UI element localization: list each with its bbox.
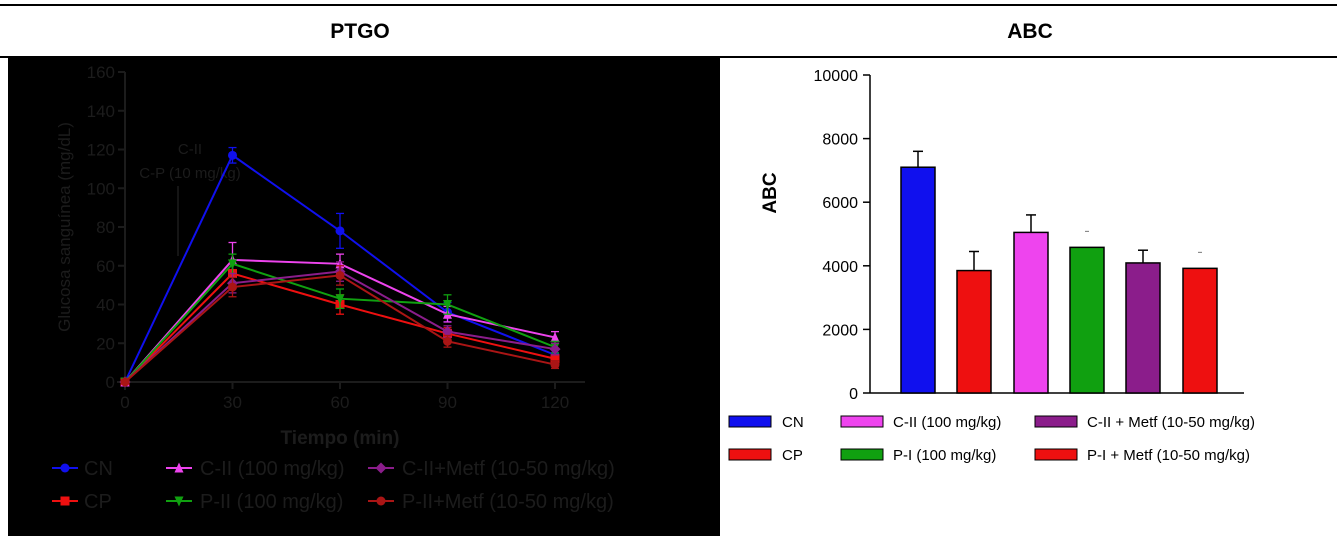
- x-tick-label: 0: [120, 393, 129, 412]
- x-tick-label: 120: [541, 393, 569, 412]
- legend-item-cn: CN: [728, 414, 804, 431]
- y-tick-label: 80: [96, 218, 115, 237]
- y-tick-label: 8000: [822, 132, 858, 149]
- ptgo-line-chart: 0 20 40 60 80 100 120 140 160 0 30 60 90 120 Tiempo (m…: [52, 63, 615, 513]
- legend-label: CP: [84, 491, 112, 513]
- legend-label: CP: [782, 447, 803, 464]
- legend-item-cp: CP: [52, 491, 112, 513]
- data-point-p-ii-metf-10-50-mg-kg: [550, 360, 560, 370]
- header-rule: [0, 56, 1337, 58]
- legend-item-p-i-metf-10-50-mg-kg: P-I + Metf (10-50 mg/kg): [1034, 447, 1250, 464]
- legend-swatch-marker: [60, 496, 70, 506]
- x-axis-title: Tiempo (min): [281, 428, 400, 449]
- legend-item-p-ii-100-mg-kg: P-II (100 mg/kg): [166, 491, 343, 513]
- annotation-line-1: C-II: [178, 141, 202, 158]
- legend-label: CN: [84, 458, 113, 480]
- y-tick-label: 6000: [822, 195, 858, 212]
- y-tick-label: 60: [96, 257, 115, 276]
- legend-label: P-II+Metf (10-50 mg/kg): [402, 491, 614, 513]
- left-header: PTGO: [330, 20, 390, 43]
- x-tick-label: 30: [223, 393, 242, 412]
- legend-label: P-I + Metf (10-50 mg/kg): [1087, 447, 1250, 464]
- legend-label: C-II + Metf (10-50 mg/kg): [1087, 414, 1255, 431]
- data-point-cn: [335, 226, 345, 236]
- legend-swatch: [1034, 415, 1078, 428]
- data-point-p-ii-metf-10-50-mg-kg: [120, 377, 130, 387]
- legend-item-c-ii-100-mg-kg: C-II (100 mg/kg): [840, 414, 1001, 431]
- data-point-cp: [550, 354, 560, 364]
- legend-swatch-marker: [60, 463, 70, 473]
- x-tick-label: 60: [331, 393, 350, 412]
- legend-swatch-marker: [375, 462, 387, 474]
- legend-swatch-marker: [174, 496, 184, 507]
- bar-cn: [900, 166, 936, 394]
- legend-item-c-ii-metf-10-50-mg-kg: C-II+Metf (10-50 mg/kg): [368, 458, 615, 480]
- y-tick-label: 100: [87, 179, 115, 198]
- y-tick-label: 160: [87, 63, 115, 82]
- y-tick-label: 2000: [822, 322, 858, 339]
- data-point-p-ii-metf-10-50-mg-kg: [443, 336, 452, 346]
- data-point-cn: [228, 150, 237, 160]
- legend-item-cn: CN: [52, 458, 113, 480]
- y-axis-title: Glucosa sanguínea (mg/dL): [55, 122, 74, 332]
- top-rule: [0, 4, 1337, 6]
- legend-item-c-ii-metf-10-50-mg-kg: C-II + Metf (10-50 mg/kg): [1034, 414, 1255, 431]
- legend-swatch: [840, 448, 884, 461]
- legend-label: C-II (100 mg/kg): [200, 458, 344, 480]
- legend-swatch: [728, 448, 772, 461]
- x-tick-label: 90: [438, 393, 457, 412]
- series-p-ii-metf-10-50-mg-kg: [120, 265, 560, 387]
- y-axis-title: ABC: [760, 172, 781, 213]
- legend-label: P-I (100 mg/kg): [893, 447, 996, 464]
- y-tick-label: 120: [87, 141, 115, 160]
- legend-swatch: [1034, 448, 1078, 461]
- bar-cp: [956, 269, 992, 394]
- y-tick-label: 40: [96, 296, 115, 315]
- right-header: ABC: [1007, 20, 1053, 43]
- bar-p-i-metf-10-50-mg-kg: [1182, 267, 1218, 394]
- legend-swatch-marker: [376, 496, 386, 506]
- y-tick-label: 20: [96, 334, 115, 353]
- y-tick-label: 140: [87, 102, 115, 121]
- legend-label: P-II (100 mg/kg): [200, 491, 343, 513]
- y-tick-label: 10000: [814, 68, 859, 85]
- data-point-c-ii-100-mg-kg: [550, 331, 560, 342]
- legend-label: C-II (100 mg/kg): [893, 414, 1001, 431]
- abc-chart-panel: 0 2000 4000 6000 8000 10000 ABC CN CP C-II (100 m…: [724, 58, 1337, 536]
- data-point-p-ii-100-mg-kg: [335, 294, 345, 305]
- data-point-p-ii-100-mg-kg: [443, 300, 452, 310]
- data-point-p-ii-metf-10-50-mg-kg: [228, 282, 237, 292]
- legend-item-cp: CP: [728, 447, 803, 464]
- data-point-p-ii-100-mg-kg: [228, 259, 237, 270]
- y-tick-label: 0: [106, 373, 115, 392]
- data-point-p-ii-metf-10-50-mg-kg: [335, 270, 345, 280]
- legend-label: C-II+Metf (10-50 mg/kg): [402, 458, 615, 480]
- legend-item-p-ii-metf-10-50-mg-kg: P-II+Metf (10-50 mg/kg): [368, 491, 614, 513]
- bar-p-i-100-mg-kg: [1069, 246, 1105, 394]
- legend-item-c-ii-100-mg-kg: C-II (100 mg/kg): [166, 458, 344, 480]
- legend-swatch: [728, 415, 772, 428]
- bar-c-ii-metf-10-50-mg-kg: [1125, 262, 1161, 394]
- data-point-c-ii-metf-10-50-mg-kg: [442, 326, 453, 338]
- bar-c-ii-100-mg-kg: [1013, 231, 1049, 394]
- annotation-line-2: C-P (10 mg/kg): [139, 165, 240, 182]
- ptgo-chart-panel: 0 20 40 60 80 100 120 140 160 0 30 60 90 120 Tiempo (m…: [8, 58, 720, 536]
- legend-item-p-i-100-mg-kg: P-I (100 mg/kg): [840, 447, 996, 464]
- abc-bar-chart: 0 2000 4000 6000 8000 10000 ABC CN CP C-II (100 m…: [728, 68, 1255, 464]
- data-point-c-ii-metf-10-50-mg-kg: [549, 343, 561, 355]
- legend-swatch: [840, 415, 884, 428]
- y-tick-label: 0: [849, 386, 858, 403]
- legend-label: CN: [782, 414, 804, 431]
- y-tick-label: 4000: [822, 259, 858, 276]
- legend-swatch-marker: [174, 462, 184, 473]
- series-line-c-ii-metf-10-50-mg-kg: [124, 270, 556, 383]
